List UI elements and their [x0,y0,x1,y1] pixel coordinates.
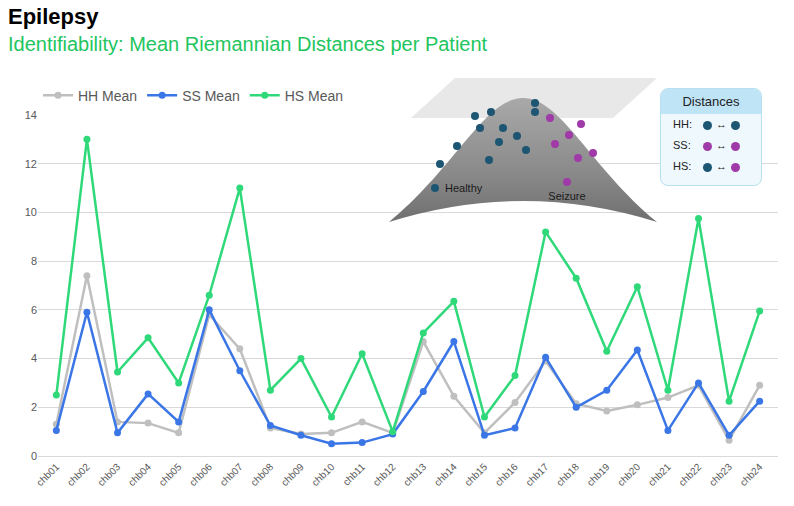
svg-text:chb01: chb01 [34,461,61,488]
html-text:Identifiability: Mean Riemanni: Identifiability: Mean Riemannian Distanc… [8,33,488,55]
svg-text:Seizure: Seizure [548,190,585,202]
svg-text:Healthy: Healthy [445,182,483,194]
svg-text:chb12: chb12 [371,461,398,488]
html-text:Distances: Distances [682,94,740,109]
svg-text:chb17: chb17 [524,461,551,488]
svg-text:chb14: chb14 [432,461,459,488]
svg-text:chb21: chb21 [646,461,673,488]
svg-text:0: 0 [31,450,37,462]
svg-text:chb09: chb09 [279,461,306,488]
svg-text:chb23: chb23 [707,461,734,488]
html-text:SS:: SS: [673,139,691,151]
svg-text:chb06: chb06 [187,461,214,488]
svg-text:chb16: chb16 [493,461,520,488]
svg-text:SS Mean: SS Mean [182,88,240,104]
svg-text:chb10: chb10 [309,461,336,488]
svg-text:chb02: chb02 [65,461,92,488]
svg-text:2: 2 [31,401,37,413]
svg-text:chb08: chb08 [248,461,275,488]
svg-text:chb19: chb19 [585,461,612,488]
html-text:Epilepsy: Epilepsy [8,4,99,29]
svg-text:chb05: chb05 [157,461,184,488]
svg-text:4: 4 [31,352,37,364]
svg-text:chb04: chb04 [126,461,153,488]
svg-text:8: 8 [31,255,37,267]
svg-text:chb18: chb18 [554,461,581,488]
svg-text:10: 10 [25,206,37,218]
svg-text:HH Mean: HH Mean [78,88,137,104]
svg-text:chb11: chb11 [341,461,368,488]
svg-text:chb15: chb15 [462,461,489,488]
svg-text:chb20: chb20 [615,461,642,488]
svg-text:chb07: chb07 [218,461,245,488]
svg-text:6: 6 [31,304,37,316]
svg-text:chb22: chb22 [676,461,703,488]
html-text:HS:: HS: [673,160,692,172]
html-text:HH:: HH: [673,118,692,130]
svg-text:chb24: chb24 [738,461,765,488]
svg-text:chb03: chb03 [95,461,122,488]
svg-text:14: 14 [25,109,37,121]
svg-text:chb13: chb13 [401,461,428,488]
svg-text:HS Mean: HS Mean [285,88,343,104]
svg-text:12: 12 [25,158,37,170]
